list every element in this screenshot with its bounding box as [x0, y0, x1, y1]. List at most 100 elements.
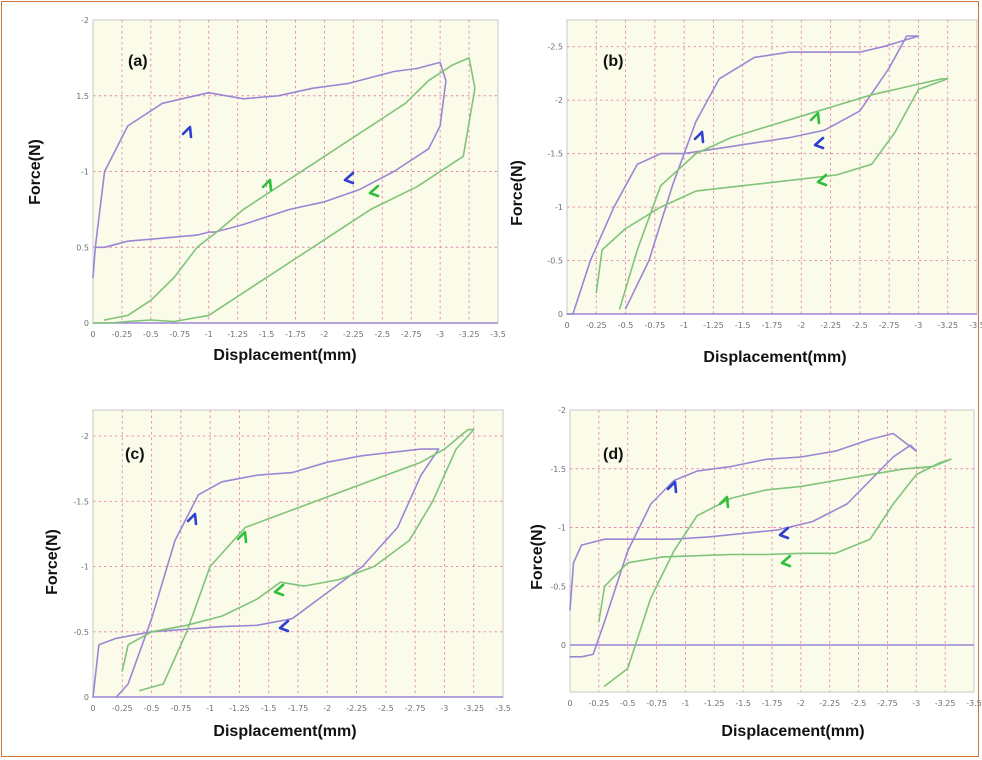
x-tick-label: -1.5	[259, 330, 275, 339]
direction-arrow-icon	[273, 583, 285, 597]
x-tick-label: -3.5	[495, 704, 511, 713]
y-tick-label: -1.5	[73, 497, 89, 506]
x-tick-label: -2.5	[378, 704, 394, 713]
x-axis-title: Displacement(mm)	[703, 349, 846, 366]
x-tick-label: -3	[436, 330, 444, 339]
x-tick-label: -2	[797, 699, 805, 708]
y-tick-label: 0.5	[76, 243, 89, 252]
direction-arrow-icon	[666, 480, 678, 494]
x-tick-label: -3.25	[463, 704, 484, 713]
y-tick-label: -1.5	[547, 150, 563, 159]
x-tick-label: -0.25	[586, 321, 607, 330]
direction-arrow-icon	[778, 526, 790, 540]
x-tick-label: -3.25	[937, 321, 958, 330]
x-tick-label: -2.5	[851, 699, 867, 708]
y-tick-label: -1	[555, 203, 563, 212]
x-tick-label: -2.75	[879, 321, 900, 330]
x-tick-label: -0.75	[169, 330, 190, 339]
x-tick-label: -0.75	[645, 321, 666, 330]
y-tick-label: -2	[81, 432, 89, 441]
series-line-cycle-2	[92, 57, 476, 324]
y-axis-title: Force(N)	[27, 139, 44, 205]
direction-arrow-icon	[693, 130, 705, 144]
y-tick-label: -0.5	[547, 257, 563, 266]
x-tick-label: 0	[564, 321, 569, 330]
series-line-cycle-1	[569, 432, 918, 658]
x-tick-label: -3.25	[459, 330, 480, 339]
y-tick-label: -0.5	[73, 628, 89, 637]
y-tick-label: -1	[81, 168, 89, 177]
x-tick-label: -1.75	[288, 704, 309, 713]
y-tick-label: 0	[84, 693, 89, 702]
direction-arrow-icon	[813, 136, 825, 150]
direction-arrow-icon	[261, 178, 273, 192]
x-tick-label: -2.75	[401, 330, 422, 339]
series-line-cycle-2	[595, 78, 949, 310]
x-tick-label: -2	[797, 321, 805, 330]
x-tick-label: -1.25	[227, 330, 248, 339]
x-tick-label: -3	[914, 321, 922, 330]
x-tick-label: -0.5	[144, 704, 160, 713]
y-tick-label: 0	[561, 641, 566, 650]
direction-arrow-icon	[236, 530, 248, 544]
x-tick-label: -1.25	[703, 321, 724, 330]
x-tick-label: -1.5	[735, 699, 751, 708]
x-tick-label: -1.75	[762, 321, 783, 330]
x-tick-label: -3.5	[969, 321, 982, 330]
x-tick-label: -2.75	[405, 704, 426, 713]
x-tick-label: -3	[912, 699, 920, 708]
direction-arrow-icon	[718, 495, 730, 509]
x-tick-label: -3.5	[490, 330, 506, 339]
x-tick-label: -1.5	[261, 704, 277, 713]
x-tick-label: -0.75	[646, 699, 667, 708]
x-tick-label: -2.5	[852, 321, 868, 330]
direction-arrow-icon	[278, 619, 290, 633]
x-axis-title: Displacement(mm)	[213, 347, 356, 364]
y-tick-label: -2	[81, 16, 89, 25]
x-tick-label: -1	[205, 330, 213, 339]
x-tick-label: -2	[320, 330, 328, 339]
x-tick-label: -3.5	[966, 699, 982, 708]
x-axis-title: Displacement(mm)	[213, 723, 356, 740]
y-tick-label: -1.5	[550, 465, 566, 474]
x-tick-label: -1.25	[229, 704, 250, 713]
x-tick-label: -1.75	[285, 330, 306, 339]
chart-panel-b: 0 -0.25 -0.5 -0.75 -1 -1.25 -1.5 -1.75 -2 -2.25 -2…	[490, 0, 982, 380]
x-tick-label: -0.5	[618, 321, 634, 330]
x-tick-label: 0	[567, 699, 572, 708]
x-tick-label: -2.25	[346, 704, 367, 713]
y-tick-label: -1	[81, 563, 89, 572]
direction-arrow-icon	[809, 111, 821, 125]
x-tick-label: -2.75	[877, 699, 898, 708]
x-tick-label: 0	[90, 330, 95, 339]
x-axis-title: Displacement(mm)	[721, 723, 864, 740]
direction-arrow-icon	[816, 173, 828, 187]
direction-arrow-icon	[780, 554, 792, 568]
y-tick-label: -2.5	[547, 43, 563, 52]
y-axis-title: Force(N)	[509, 160, 526, 226]
y-tick-label: 0	[84, 319, 89, 328]
x-tick-label: -2.25	[820, 321, 841, 330]
series-line-cycle-1	[92, 448, 440, 698]
direction-arrow-icon	[181, 125, 193, 139]
y-tick-label: -2	[555, 96, 563, 105]
panel-label: (d)	[603, 446, 623, 463]
x-tick-label: -0.25	[112, 704, 133, 713]
x-tick-label: -2.25	[343, 330, 364, 339]
x-tick-label: -1	[681, 699, 689, 708]
chart-panel-d: 0 -0.25 -0.5 -0.75 -1 -1.25 -1.5 -1.75 -2 -2.25 -2…	[490, 380, 982, 760]
x-tick-label: -0.25	[589, 699, 610, 708]
direction-arrow-icon	[186, 512, 198, 526]
y-tick-label: -0.5	[550, 582, 566, 591]
x-tick-label: -1.5	[735, 321, 751, 330]
panel-label: (b)	[603, 53, 623, 70]
x-tick-label: -0.25	[112, 330, 133, 339]
y-axis-title: Force(N)	[529, 524, 546, 590]
chart-panel-c: 0 -0.25 -0.5 -0.75 -1 -1.25 -1.5 -1.75 -2 -2.25 -2…	[0, 380, 511, 760]
x-tick-label: -0.5	[143, 330, 159, 339]
series-line-cycle-2	[598, 458, 952, 687]
y-tick-label: 1.5	[76, 92, 89, 101]
x-tick-label: -2	[323, 704, 331, 713]
series-line-cycle-1	[92, 61, 447, 279]
x-tick-label: -1.25	[704, 699, 725, 708]
